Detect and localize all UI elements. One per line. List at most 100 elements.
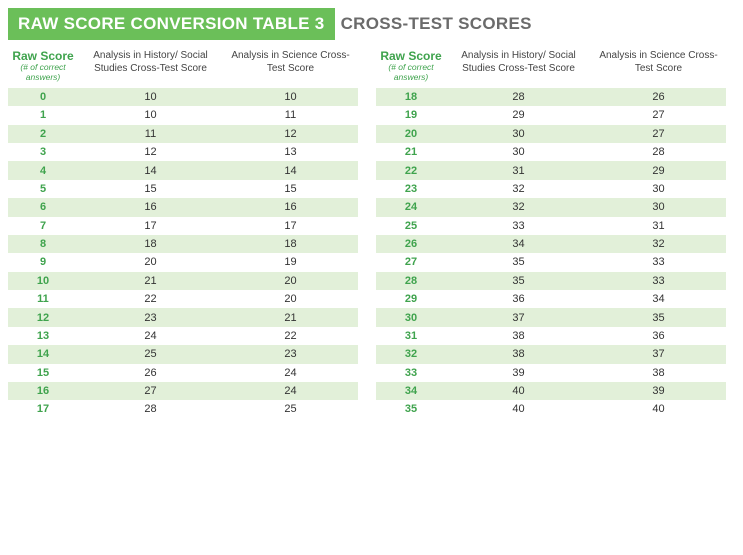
science-score-cell: 31 [591, 217, 726, 235]
raw-score-cell: 25 [376, 217, 446, 235]
science-score-cell: 27 [591, 106, 726, 124]
history-score-cell: 37 [446, 308, 591, 326]
raw-score-cell: 16 [8, 382, 78, 400]
history-score-cell: 34 [446, 235, 591, 253]
raw-score-cell: 31 [376, 327, 446, 345]
raw-score-cell: 2 [8, 125, 78, 143]
history-score-cell: 10 [78, 106, 223, 124]
history-score-cell: 33 [446, 217, 591, 235]
history-score-cell: 20 [78, 253, 223, 271]
table-row: 192927 [376, 106, 726, 124]
science-score-cell: 34 [591, 290, 726, 308]
history-score-cell: 28 [78, 400, 223, 418]
table-row: 344039 [376, 382, 726, 400]
raw-score-cell: 15 [8, 364, 78, 382]
table-row: 263432 [376, 235, 726, 253]
page-title-row: RAW SCORE CONVERSION TABLE 3 CROSS-TEST … [8, 8, 735, 40]
history-score-cell: 35 [446, 272, 591, 290]
table-header-row: Raw Score (# of correct answers) Analysi… [8, 48, 358, 88]
raw-header-sub: (# of correct answers) [12, 63, 74, 82]
history-score-cell: 29 [446, 106, 591, 124]
science-score-cell: 32 [591, 235, 726, 253]
history-score-cell: 36 [446, 290, 591, 308]
science-score-cell: 33 [591, 272, 726, 290]
table-row: 01010 [8, 88, 358, 106]
raw-header-sub: (# of correct answers) [380, 63, 442, 82]
table-row: 233230 [376, 180, 726, 198]
history-score-cell: 30 [446, 125, 591, 143]
science-score-cell: 14 [223, 161, 358, 179]
raw-score-cell: 30 [376, 308, 446, 326]
table-row: 152624 [8, 364, 358, 382]
history-score-cell: 21 [78, 272, 223, 290]
table-row: 213028 [376, 143, 726, 161]
raw-score-cell: 7 [8, 217, 78, 235]
conversion-table-right: Raw Score (# of correct answers) Analysi… [376, 48, 726, 419]
history-score-cell: 38 [446, 327, 591, 345]
history-score-cell: 27 [78, 382, 223, 400]
science-score-cell: 24 [223, 382, 358, 400]
history-score-cell: 30 [446, 143, 591, 161]
raw-score-cell: 20 [376, 125, 446, 143]
table-row: 293634 [376, 290, 726, 308]
table-row: 162724 [8, 382, 358, 400]
raw-score-cell: 24 [376, 198, 446, 216]
table-row: 333938 [376, 364, 726, 382]
table-row: 323837 [376, 345, 726, 363]
science-score-cell: 37 [591, 345, 726, 363]
table-row: 253331 [376, 217, 726, 235]
table-row: 112220 [8, 290, 358, 308]
history-score-cell: 24 [78, 327, 223, 345]
history-score-cell: 18 [78, 235, 223, 253]
raw-score-cell: 28 [376, 272, 446, 290]
history-score-cell: 35 [446, 253, 591, 271]
table-row: 223129 [376, 161, 726, 179]
table-row: 51515 [8, 180, 358, 198]
table-row: 182826 [376, 88, 726, 106]
raw-score-cell: 23 [376, 180, 446, 198]
raw-score-cell: 26 [376, 235, 446, 253]
science-score-cell: 29 [591, 161, 726, 179]
history-score-cell: 15 [78, 180, 223, 198]
raw-score-cell: 27 [376, 253, 446, 271]
raw-score-cell: 3 [8, 143, 78, 161]
table-row: 61616 [8, 198, 358, 216]
raw-score-cell: 8 [8, 235, 78, 253]
raw-score-cell: 11 [8, 290, 78, 308]
science-score-cell: 18 [223, 235, 358, 253]
science-score-cell: 35 [591, 308, 726, 326]
history-score-cell: 31 [446, 161, 591, 179]
table-row: 31213 [8, 143, 358, 161]
table-row: 21112 [8, 125, 358, 143]
science-score-cell: 39 [591, 382, 726, 400]
table-row: 172825 [8, 400, 358, 418]
title-badge: RAW SCORE CONVERSION TABLE 3 [8, 8, 335, 40]
science-score-cell: 19 [223, 253, 358, 271]
table-row: 203027 [376, 125, 726, 143]
raw-score-cell: 21 [376, 143, 446, 161]
raw-score-cell: 1 [8, 106, 78, 124]
title-rest: CROSS-TEST SCORES [341, 14, 532, 34]
raw-score-cell: 29 [376, 290, 446, 308]
col-header-raw: Raw Score (# of correct answers) [8, 48, 78, 88]
table-row: 283533 [376, 272, 726, 290]
science-score-cell: 36 [591, 327, 726, 345]
history-score-cell: 11 [78, 125, 223, 143]
raw-score-cell: 5 [8, 180, 78, 198]
history-score-cell: 22 [78, 290, 223, 308]
raw-score-cell: 0 [8, 88, 78, 106]
science-score-cell: 40 [591, 400, 726, 418]
tables-container: Raw Score (# of correct answers) Analysi… [8, 48, 735, 419]
history-score-cell: 16 [78, 198, 223, 216]
raw-score-cell: 34 [376, 382, 446, 400]
table-body-left: 0101011011211123121341414515156161671717… [8, 88, 358, 419]
raw-score-cell: 19 [376, 106, 446, 124]
raw-score-cell: 22 [376, 161, 446, 179]
science-score-cell: 20 [223, 272, 358, 290]
history-score-cell: 12 [78, 143, 223, 161]
table-row: 92019 [8, 253, 358, 271]
col-header-history: Analysis in History/ Social Studies Cros… [78, 48, 223, 88]
table-row: 273533 [376, 253, 726, 271]
raw-score-cell: 18 [376, 88, 446, 106]
science-score-cell: 10 [223, 88, 358, 106]
